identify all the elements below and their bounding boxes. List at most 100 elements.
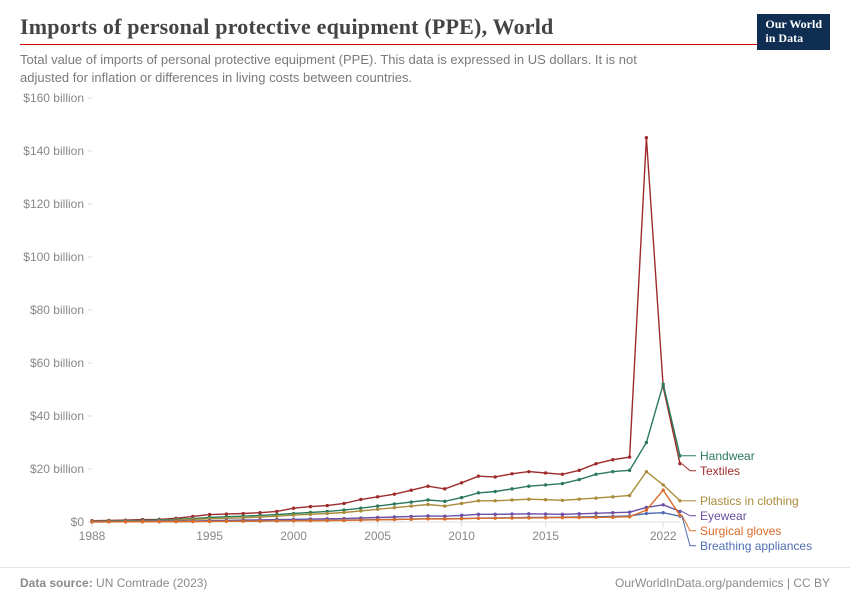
series-point	[544, 471, 547, 474]
series-point	[510, 487, 513, 490]
x-tick-label: 2015	[532, 529, 559, 543]
series-point	[393, 506, 396, 509]
series-point	[460, 496, 463, 499]
series-point	[359, 518, 362, 521]
series-point	[662, 503, 665, 506]
y-tick-label: $160 billion	[23, 91, 84, 105]
series-point	[578, 469, 581, 472]
series-point	[376, 508, 379, 511]
series-label: Plastics in clothing	[700, 494, 799, 508]
series-point	[645, 441, 648, 444]
series-point	[342, 502, 345, 505]
series-point	[611, 458, 614, 461]
series-point	[426, 485, 429, 488]
series-point	[326, 504, 329, 507]
series-point	[494, 516, 497, 519]
y-tick-label: $0	[71, 515, 85, 529]
series-label: Eyewear	[700, 509, 747, 523]
series-point	[460, 502, 463, 505]
y-tick-label: $40 billion	[30, 409, 84, 423]
series-point	[662, 511, 665, 514]
series-label: Surgical gloves	[700, 524, 781, 538]
series-point	[309, 519, 312, 522]
series-point	[158, 520, 161, 523]
series-point	[544, 512, 547, 515]
series-point	[275, 514, 278, 517]
y-tick-label: $120 billion	[23, 197, 84, 211]
series-point	[678, 514, 681, 517]
series-label: Textiles	[700, 464, 740, 478]
series-point	[342, 519, 345, 522]
series-point	[645, 136, 648, 139]
owid-logo: Our World in Data	[757, 14, 830, 50]
series-point	[309, 513, 312, 516]
x-tick-label: 2022	[650, 529, 677, 543]
series-point	[494, 513, 497, 516]
y-tick-label: $60 billion	[30, 356, 84, 370]
series-point	[578, 478, 581, 481]
y-tick-label: $100 billion	[23, 250, 84, 264]
chart-subtitle: Total value of imports of personal prote…	[20, 51, 660, 86]
series-point	[628, 455, 631, 458]
series-point	[510, 512, 513, 515]
series-point	[174, 520, 177, 523]
series-point	[292, 519, 295, 522]
series-point	[460, 517, 463, 520]
series-point	[611, 495, 614, 498]
series-point	[611, 470, 614, 473]
series-point	[578, 516, 581, 519]
series-point	[443, 504, 446, 507]
source-label: Data source:	[20, 576, 93, 590]
series-point	[410, 500, 413, 503]
logo-line1: Our World	[765, 17, 822, 31]
chart-title: Imports of personal protective equipment…	[20, 14, 830, 40]
series-point	[443, 517, 446, 520]
series-point	[510, 516, 513, 519]
series-point	[578, 512, 581, 515]
series-point	[426, 503, 429, 506]
series-point	[124, 520, 127, 523]
series-point	[477, 491, 480, 494]
series-point	[443, 487, 446, 490]
series-point	[90, 520, 93, 523]
series-point	[494, 499, 497, 502]
series-line	[92, 384, 680, 521]
series-point	[494, 475, 497, 478]
series-point	[561, 516, 564, 519]
series-point	[393, 492, 396, 495]
series-point	[292, 507, 295, 510]
label-connector	[682, 464, 696, 471]
series-point	[208, 513, 211, 516]
series-point	[527, 470, 530, 473]
series-point	[359, 498, 362, 501]
series-point	[258, 515, 261, 518]
series-label: Breathing appliances	[700, 539, 812, 553]
series-point	[477, 513, 480, 516]
series-point	[662, 483, 665, 486]
series-point	[342, 511, 345, 514]
series-point	[410, 504, 413, 507]
label-connector	[682, 511, 696, 515]
series-point	[594, 512, 597, 515]
series-point	[393, 502, 396, 505]
y-tick-label: $20 billion	[30, 462, 84, 476]
x-tick-label: 2010	[448, 529, 475, 543]
logo-line2: in Data	[765, 31, 803, 45]
series-point	[477, 474, 480, 477]
series-point	[678, 499, 681, 502]
series-point	[191, 520, 194, 523]
series-point	[208, 520, 211, 523]
source-value: UN Comtrade (2023)	[96, 576, 207, 590]
series-point	[527, 485, 530, 488]
series-point	[494, 490, 497, 493]
series-point	[628, 510, 631, 513]
series-point	[426, 498, 429, 501]
series-point	[107, 520, 110, 523]
series-point	[309, 505, 312, 508]
series-point	[141, 520, 144, 523]
series-point	[510, 498, 513, 501]
series-point	[594, 462, 597, 465]
series-point	[326, 512, 329, 515]
series-point	[376, 504, 379, 507]
series-point	[527, 498, 530, 501]
